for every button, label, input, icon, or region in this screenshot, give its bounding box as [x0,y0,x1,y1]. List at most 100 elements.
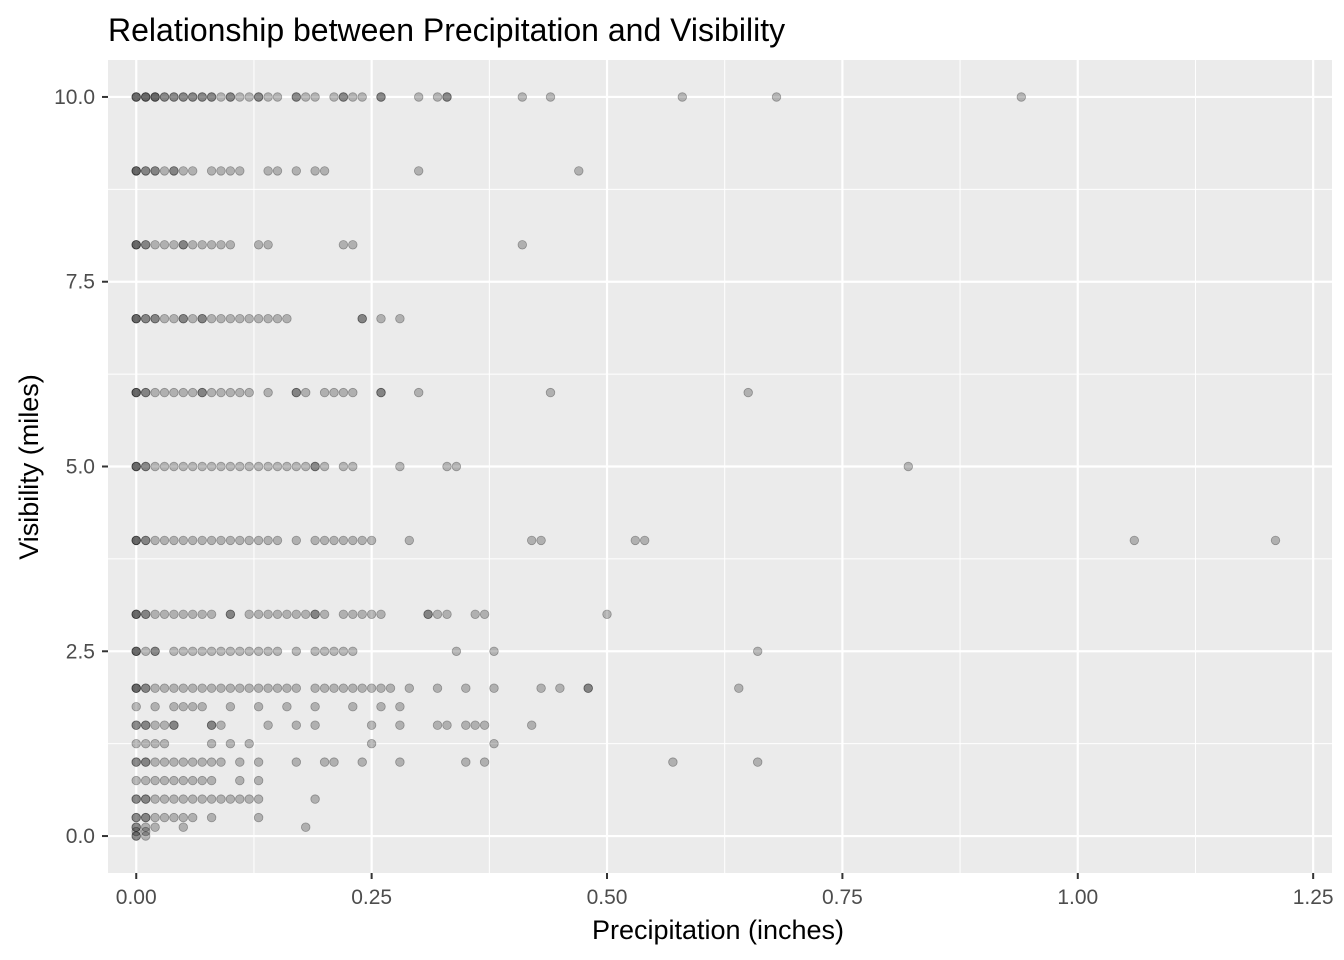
data-point [178,92,189,102]
data-point [244,794,254,804]
data-point [319,461,330,472]
data-point [263,166,273,176]
data-point [414,166,424,176]
data-point [131,166,141,176]
data-point [206,92,217,102]
y-tick-label: 10.0 [54,86,95,109]
data-point [159,812,170,823]
data-point [178,314,189,324]
data-point [225,609,236,620]
data-point [291,461,302,472]
data-point [140,831,151,841]
data-point [668,757,678,767]
data-point [272,166,283,176]
data-point [131,683,141,693]
data-point [376,92,386,102]
data-point [197,683,207,693]
data-point [131,609,141,620]
data-point [253,794,264,804]
data-point [150,609,160,620]
data-point [376,387,386,398]
data-point [395,702,405,712]
data-point [348,240,358,250]
data-point [545,92,556,102]
data-point [131,92,141,102]
x-tick-label: 0.00 [116,886,157,909]
chart-title: Relationship between Precipitation and V… [108,12,785,48]
data-point [470,720,480,730]
data-point [366,720,377,730]
data-point [225,166,236,176]
data-point [253,92,264,102]
data-point [197,92,207,102]
data-point [140,609,151,620]
data-point [329,535,339,546]
data-point [432,683,443,693]
data-point [187,461,198,472]
data-point [555,683,565,693]
data-point [338,535,349,546]
data-point [310,461,320,472]
data-point [169,92,179,102]
data-point [366,609,377,620]
data-point [178,166,189,176]
data-point [225,240,236,250]
data-point [329,646,339,657]
data-point [338,92,349,102]
data-point [235,794,245,804]
y-axis-title: Visibility (miles) [14,374,44,560]
data-point [140,812,151,823]
data-point [291,683,302,693]
data-point [150,794,160,804]
data-point [206,720,217,730]
data-point [169,166,179,176]
x-axis: 0.00 0.25 0.50 0.75 1.00 1.25 [116,873,1334,909]
data-point [310,535,320,546]
data-point [131,794,141,804]
data-point [602,609,612,620]
y-tick-label: 2.5 [66,640,95,663]
data-point [197,535,207,546]
data-point [178,92,189,102]
data-point [348,535,358,546]
data-point [206,166,217,176]
y-tick-label: 7.5 [66,271,95,294]
data-point [206,609,217,620]
data-point [479,609,490,620]
data-point [263,314,273,324]
data-point [169,702,179,712]
data-point [131,240,141,250]
data-point [272,683,283,693]
gridlines [108,60,1332,873]
data-point [376,702,386,712]
data-point [489,646,499,657]
data-point [131,461,141,472]
data-point [404,535,415,546]
data-point [178,646,189,657]
data-point [263,720,273,730]
data-point [150,812,160,823]
data-point [169,314,179,324]
data-point [140,646,151,657]
data-point [206,720,217,730]
data-point [357,92,367,102]
data-point [338,240,349,250]
data-point [131,646,141,657]
data-point [376,314,386,324]
data-point [253,461,264,472]
data-point [253,92,264,102]
y-tick-label: 0.0 [66,825,95,848]
data-point [131,683,141,693]
data-point [291,92,302,102]
data-point [178,812,189,823]
data-point [244,461,254,472]
data-point [216,461,226,472]
data-point [442,609,452,620]
data-point [225,92,236,102]
data-point [206,314,217,324]
data-point [131,461,141,472]
data-point [159,794,170,804]
data-point [159,461,170,472]
data-point [140,683,151,693]
data-point [329,92,339,102]
